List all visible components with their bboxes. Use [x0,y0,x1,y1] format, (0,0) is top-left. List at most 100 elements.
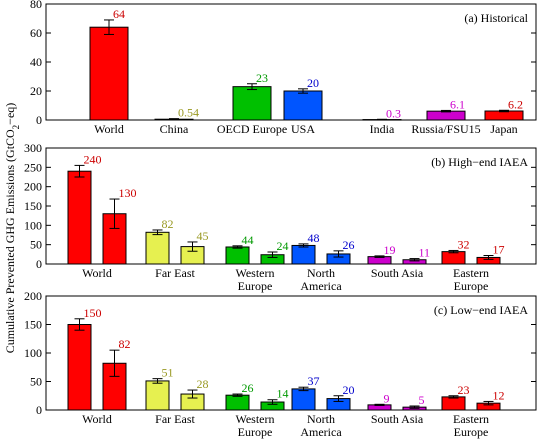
data-label-1-4: 44 [242,233,254,247]
bar-0-5 [426,110,466,121]
category-label-line: Far East [155,412,195,426]
category-label-1-3: North America [300,266,342,293]
category-label-line: Far East [155,266,195,280]
category-label-1-1: Far East [155,266,195,280]
data-label-1-8: 19 [384,243,396,257]
category-label-2-1: Far East [155,412,195,426]
data-label-1-10: 32 [458,237,470,251]
category-label-0-5: Russia/FSU15 [411,122,480,136]
category-label-2-0: World [82,412,112,426]
category-label-2-2: Western Europe [235,412,274,439]
category-label-line: OECD Europe [217,122,287,136]
y-axis-label-subscript: 2 [11,125,21,130]
data-label-2-2: 51 [162,366,174,380]
data-label-1-9: 11 [419,246,431,260]
category-label-line: Europe [454,279,489,293]
category-label-line: Europe [238,425,273,439]
y-tick-label-0-4: 80 [30,0,42,11]
data-label-2-9: 5 [419,393,425,407]
data-label-2-4: 26 [242,381,254,395]
category-label-0-3: USA [291,122,315,136]
data-label-1-1: 130 [119,186,137,200]
category-label-line: Russia/FSU15 [411,122,480,136]
category-label-line: Western [235,412,274,426]
y-tick-label-2-1: 50 [30,375,42,389]
data-label-2-5: 14 [277,387,289,401]
panel-title-0: (a) Historical [464,11,528,25]
data-label-2-0: 150 [84,306,102,320]
bar-2-10 [441,396,466,411]
panel-title-1: (b) High−end IAEA [431,155,528,169]
data-label-2-8: 9 [384,391,390,405]
category-label-line: North [307,266,335,280]
category-label-line: USA [291,122,315,136]
y-tick-label-0-0: 0 [36,113,42,127]
data-label-2-1: 82 [119,337,131,351]
data-label-2-6: 37 [308,374,320,388]
bar-2-2 [145,380,170,411]
bar-2-0 [67,324,92,411]
data-label-0-6: 6.2 [508,97,523,111]
y-tick-label-1-0: 0 [36,257,42,271]
bar-0-6 [484,110,524,121]
category-label-2-3: North America [300,412,342,439]
category-label-line: Eastern [453,412,489,426]
y-tick-label-0-3: 60 [30,26,42,40]
bar-1-6 [291,244,316,265]
data-label-0-1: 0.54 [178,106,199,120]
category-label-2-5: Eastern Europe [453,412,489,439]
category-label-0-6: Japan [490,122,517,136]
data-label-0-4: 0.3 [386,106,401,120]
category-label-1-4: South Asia [371,266,424,280]
data-label-2-3: 28 [197,377,209,391]
bar-2-4 [225,394,250,411]
y-tick-label-1-6: 300 [24,141,42,155]
data-label-2-7: 20 [343,383,355,397]
bar-1-0 [67,170,92,265]
data-label-0-3: 20 [307,76,319,90]
bar-1-4 [225,246,250,265]
category-label-line: Europe [454,425,489,439]
category-label-line: South Asia [371,412,424,426]
category-label-1-0: World [82,266,112,280]
y-tick-label-0-2: 40 [30,55,42,69]
data-label-1-7: 26 [343,238,355,252]
category-label-0-0: World [94,122,124,136]
category-label-line: India [370,122,395,136]
data-label-1-2: 82 [162,217,174,231]
data-label-1-5: 24 [277,239,289,253]
category-label-line: America [300,425,342,439]
category-label-line: Europe [238,279,273,293]
category-label-line: World [82,412,112,426]
data-label-1-11: 17 [493,242,505,256]
y-tick-label-2-0: 0 [36,403,42,417]
category-label-line: North [307,412,335,426]
y-axis-label: Cumulative Prevented GHG Emissions (GtCO… [3,103,21,354]
category-label-line: World [94,122,124,136]
bar-1-10 [441,251,466,265]
panel-title-2: (c) Low−end IAEA [434,303,528,317]
category-label-line: Japan [490,122,517,136]
bar-1-2 [145,231,170,265]
data-label-0-0: 64 [113,7,125,21]
y-tick-label-1-3: 150 [24,199,42,213]
y-tick-label-2-3: 150 [24,318,42,332]
y-tick-label-1-1: 50 [30,238,42,252]
y-tick-label-2-4: 200 [24,289,42,303]
bar-0-0 [89,26,129,121]
category-label-1-2: Western Europe [235,266,274,293]
y-tick-label-1-5: 250 [24,160,42,174]
y-axis-label-end: −eq) [3,103,17,125]
data-label-0-2: 23 [256,71,268,85]
category-label-line: China [160,122,189,136]
data-label-1-3: 45 [197,229,209,243]
category-label-1-5: Eastern Europe [453,266,489,293]
category-label-0-2: OECD Europe [217,122,287,136]
y-tick-label-0-1: 20 [30,84,42,98]
category-label-line: America [300,279,342,293]
category-label-line: South Asia [371,266,424,280]
data-label-2-10: 23 [458,383,470,397]
category-label-0-1: China [160,122,189,136]
data-label-1-0: 240 [84,152,102,166]
